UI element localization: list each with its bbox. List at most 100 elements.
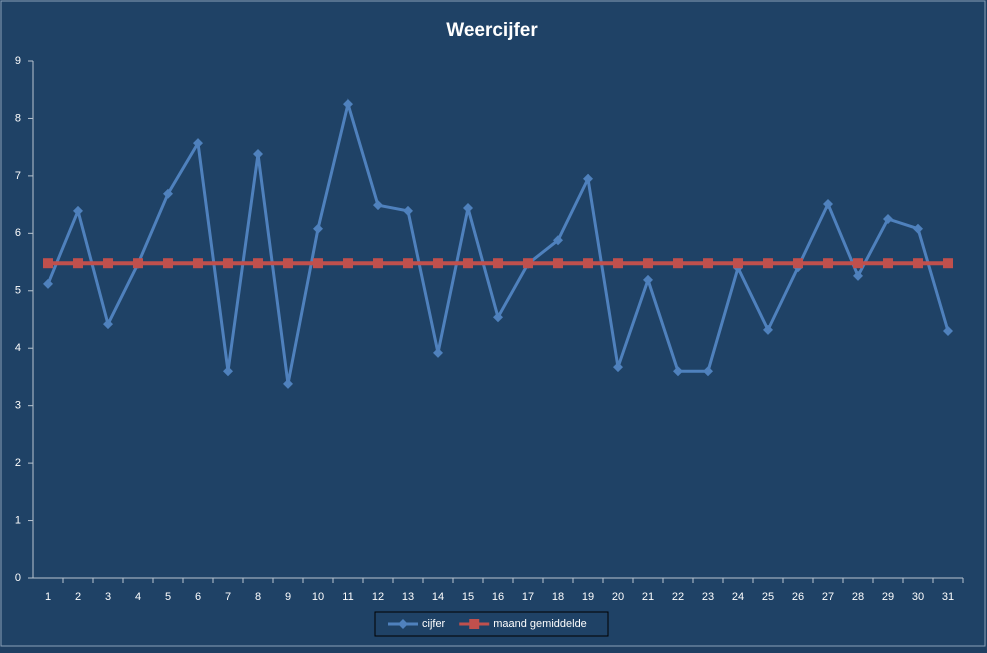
- marker: [343, 99, 353, 110]
- x-tick-label: 17: [522, 591, 534, 603]
- x-tick-label: 23: [702, 591, 714, 603]
- marker: [823, 199, 833, 210]
- marker: [223, 258, 233, 269]
- marker: [793, 258, 803, 269]
- marker: [433, 258, 443, 269]
- marker: [373, 258, 383, 269]
- x-tick-label: 19: [582, 591, 594, 603]
- marker: [103, 319, 113, 330]
- marker: [223, 366, 233, 377]
- marker: [913, 223, 923, 234]
- x-tick-label: 14: [432, 591, 444, 603]
- x-tick-label: 1: [45, 591, 51, 603]
- x-tick-label: 21: [642, 591, 654, 603]
- marker: [253, 149, 263, 160]
- x-tick-label: 5: [165, 591, 171, 603]
- legend-label: cijfer: [422, 618, 446, 630]
- marker: [553, 235, 563, 246]
- marker: [403, 258, 413, 269]
- x-tick-label: 20: [612, 591, 624, 603]
- marker: [73, 258, 83, 269]
- marker: [493, 258, 503, 269]
- marker: [883, 258, 893, 269]
- y-tick-label: 2: [15, 457, 21, 469]
- marker: [283, 258, 293, 269]
- marker: [343, 258, 353, 269]
- marker: [398, 619, 408, 629]
- y-tick-label: 1: [15, 514, 21, 526]
- marker: [283, 378, 293, 389]
- x-tick-label: 2: [75, 591, 81, 603]
- marker: [733, 258, 743, 269]
- marker: [853, 270, 863, 281]
- legend-box: [374, 611, 609, 637]
- marker: [523, 258, 533, 269]
- legend-label: maand gemiddelde: [493, 618, 587, 630]
- marker: [193, 258, 203, 269]
- marker: [469, 619, 480, 629]
- y-tick-label: 8: [15, 112, 21, 124]
- marker: [493, 312, 503, 323]
- marker: [553, 258, 563, 269]
- marker: [583, 258, 593, 269]
- x-tick-label: 12: [372, 591, 384, 603]
- marker: [673, 258, 683, 269]
- marker: [703, 366, 713, 377]
- x-tick-label: 6: [195, 591, 201, 603]
- marker: [133, 258, 143, 269]
- marker: [763, 258, 773, 269]
- x-tick-label: 9: [285, 591, 291, 603]
- x-tick-label: 26: [792, 591, 804, 603]
- marker: [583, 173, 593, 184]
- y-tick-label: 7: [15, 170, 21, 182]
- marker: [403, 205, 413, 216]
- marker: [613, 362, 623, 373]
- x-tick-label: 24: [732, 591, 744, 603]
- marker: [103, 258, 113, 269]
- marker: [313, 223, 323, 234]
- x-tick-label: 8: [255, 591, 261, 603]
- x-tick-label: 30: [912, 591, 924, 603]
- x-tick-label: 3: [105, 591, 111, 603]
- marker: [463, 203, 473, 214]
- y-tick-label: 4: [15, 342, 21, 354]
- x-tick-label: 15: [462, 591, 474, 603]
- marker: [163, 258, 173, 269]
- marker: [463, 258, 473, 269]
- marker: [943, 258, 953, 269]
- marker: [73, 205, 83, 216]
- x-tick-label: 10: [312, 591, 324, 603]
- marker: [313, 258, 323, 269]
- x-tick-label: 11: [342, 591, 353, 603]
- marker: [703, 258, 713, 269]
- x-tick-label: 27: [822, 591, 834, 603]
- y-tick-label: 6: [15, 227, 21, 239]
- marker: [253, 258, 263, 269]
- marker: [913, 258, 923, 269]
- y-tick-label: 0: [15, 572, 21, 584]
- marker: [853, 258, 863, 269]
- x-tick-label: 16: [492, 591, 504, 603]
- marker: [193, 138, 203, 149]
- marker: [433, 347, 443, 358]
- marker: [43, 258, 53, 269]
- marker: [763, 324, 773, 335]
- marker: [613, 258, 623, 269]
- x-tick-label: 29: [882, 591, 894, 603]
- marker: [823, 258, 833, 269]
- marker: [643, 274, 653, 285]
- marker: [163, 188, 173, 199]
- y-tick-label: 9: [15, 55, 21, 67]
- x-tick-label: 28: [852, 591, 864, 603]
- x-tick-label: 18: [552, 591, 564, 603]
- x-tick-label: 25: [762, 591, 774, 603]
- marker: [373, 200, 383, 211]
- x-tick-label: 22: [672, 591, 684, 603]
- x-tick-label: 13: [402, 591, 414, 603]
- chart-title: Weercijfer: [446, 20, 538, 41]
- marker: [883, 213, 893, 224]
- marker: [673, 366, 683, 377]
